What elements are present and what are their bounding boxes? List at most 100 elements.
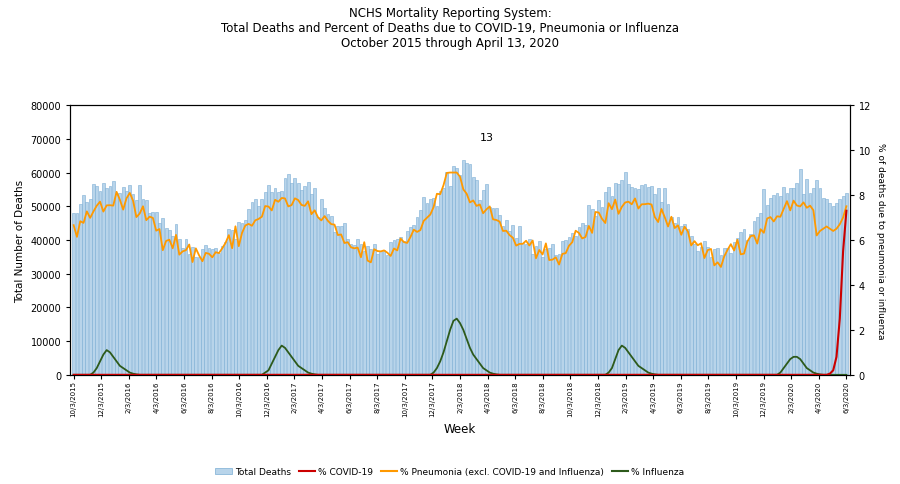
Bar <box>723 249 725 375</box>
Bar <box>809 194 812 375</box>
Bar <box>373 245 375 375</box>
Bar <box>102 184 104 375</box>
Bar <box>426 204 428 375</box>
Bar <box>151 212 154 375</box>
Bar <box>465 164 468 375</box>
Bar <box>789 189 792 375</box>
Bar <box>72 214 75 375</box>
Bar <box>835 203 838 375</box>
Bar <box>842 197 844 375</box>
Bar <box>339 227 343 375</box>
Y-axis label: Total Number of Deaths: Total Number of Deaths <box>15 179 25 302</box>
Bar <box>92 185 94 375</box>
Bar <box>822 198 824 375</box>
Bar <box>412 226 415 375</box>
Bar <box>561 242 563 375</box>
Bar <box>752 222 755 375</box>
Bar <box>139 186 141 375</box>
Bar <box>541 257 544 375</box>
Bar <box>293 178 296 375</box>
Bar <box>733 242 735 375</box>
Bar <box>647 187 650 375</box>
Bar <box>317 217 319 375</box>
Bar <box>706 247 709 375</box>
Bar <box>544 249 547 375</box>
Bar <box>238 223 240 375</box>
Bar <box>839 200 842 375</box>
Bar <box>267 186 270 375</box>
Legend: Total Deaths, % COVID-19, % Pneumonia (excl. COVID-19 and Influenza), % Influenz: Total Deaths, % COVID-19, % Pneumonia (e… <box>212 463 688 480</box>
Bar <box>99 192 102 375</box>
Bar <box>188 254 191 375</box>
Bar <box>446 172 448 375</box>
Bar <box>799 169 802 375</box>
Bar <box>455 168 458 375</box>
Bar <box>769 198 772 375</box>
Bar <box>829 203 832 375</box>
Bar <box>254 199 256 375</box>
Bar <box>620 181 623 375</box>
Bar <box>660 203 663 375</box>
Bar <box>220 246 223 375</box>
Bar <box>792 188 795 375</box>
Bar <box>515 238 518 375</box>
Bar <box>657 189 660 375</box>
Bar <box>396 239 399 375</box>
Bar <box>234 240 237 375</box>
Bar <box>356 239 359 375</box>
Bar <box>161 219 164 375</box>
Bar <box>125 192 128 375</box>
Bar <box>392 241 395 375</box>
Bar <box>462 161 464 375</box>
Bar <box>307 182 310 375</box>
Bar <box>610 197 613 375</box>
Bar <box>248 209 250 375</box>
Bar <box>442 189 445 375</box>
Bar <box>277 192 280 375</box>
Bar <box>508 231 511 375</box>
Bar <box>501 227 504 375</box>
Bar <box>558 255 561 375</box>
Bar <box>459 176 462 375</box>
Bar <box>382 251 385 375</box>
Bar <box>667 205 670 375</box>
Bar <box>489 207 491 375</box>
Bar <box>112 182 114 375</box>
Bar <box>749 235 752 375</box>
Bar <box>337 227 339 375</box>
Bar <box>284 179 286 375</box>
Bar <box>531 254 534 375</box>
Bar <box>590 210 593 375</box>
Bar <box>390 243 392 375</box>
Bar <box>663 188 666 375</box>
Bar <box>687 230 689 375</box>
Bar <box>230 230 234 375</box>
Bar <box>825 200 828 375</box>
Bar <box>79 205 82 375</box>
Text: 13: 13 <box>481 133 494 143</box>
Bar <box>472 178 474 375</box>
Bar <box>201 249 203 375</box>
Bar <box>845 193 848 375</box>
Bar <box>554 256 557 375</box>
Bar <box>693 244 696 375</box>
Bar <box>429 200 432 375</box>
Bar <box>363 252 365 375</box>
Bar <box>274 188 276 375</box>
Bar <box>95 187 98 375</box>
Bar <box>376 255 379 375</box>
Bar <box>796 184 798 375</box>
Bar <box>475 181 478 375</box>
Bar <box>726 248 729 375</box>
Bar <box>224 242 227 375</box>
Bar <box>436 206 438 375</box>
Bar <box>359 245 363 375</box>
Bar <box>736 239 739 375</box>
Bar <box>105 188 108 375</box>
Bar <box>571 234 573 375</box>
Bar <box>240 223 244 375</box>
Bar <box>244 221 247 375</box>
Bar <box>588 206 590 375</box>
Bar <box>815 181 818 375</box>
Bar <box>175 225 177 375</box>
